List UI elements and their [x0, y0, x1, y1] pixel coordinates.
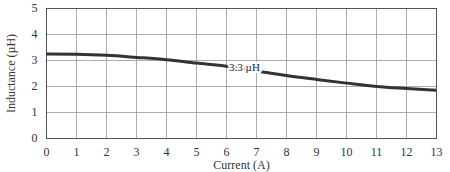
svg-text:6: 6 [223, 145, 230, 159]
svg-text:11: 11 [371, 145, 383, 159]
svg-text:3: 3 [32, 53, 38, 67]
svg-text:Inductance (µH): Inductance (µH) [4, 34, 18, 113]
svg-text:1: 1 [74, 145, 80, 159]
svg-text:10: 10 [341, 145, 353, 159]
svg-text:5: 5 [194, 145, 200, 159]
svg-text:0: 0 [44, 145, 50, 159]
svg-text:13: 13 [431, 145, 443, 159]
svg-text:4: 4 [164, 145, 170, 159]
svg-text:2: 2 [32, 79, 38, 93]
svg-text:8: 8 [284, 145, 290, 159]
svg-text:5: 5 [32, 1, 38, 15]
svg-text:1: 1 [32, 105, 38, 119]
svg-text:12: 12 [401, 145, 413, 159]
svg-text:2: 2 [104, 145, 110, 159]
svg-text:7: 7 [253, 145, 260, 159]
svg-text:3.3 µH: 3.3 µH [229, 61, 260, 73]
svg-text:9: 9 [314, 145, 320, 159]
svg-text:4: 4 [32, 27, 38, 41]
svg-text:0: 0 [32, 131, 38, 145]
svg-text:3: 3 [134, 145, 140, 159]
svg-text:Current (A): Current (A) [213, 158, 269, 172]
